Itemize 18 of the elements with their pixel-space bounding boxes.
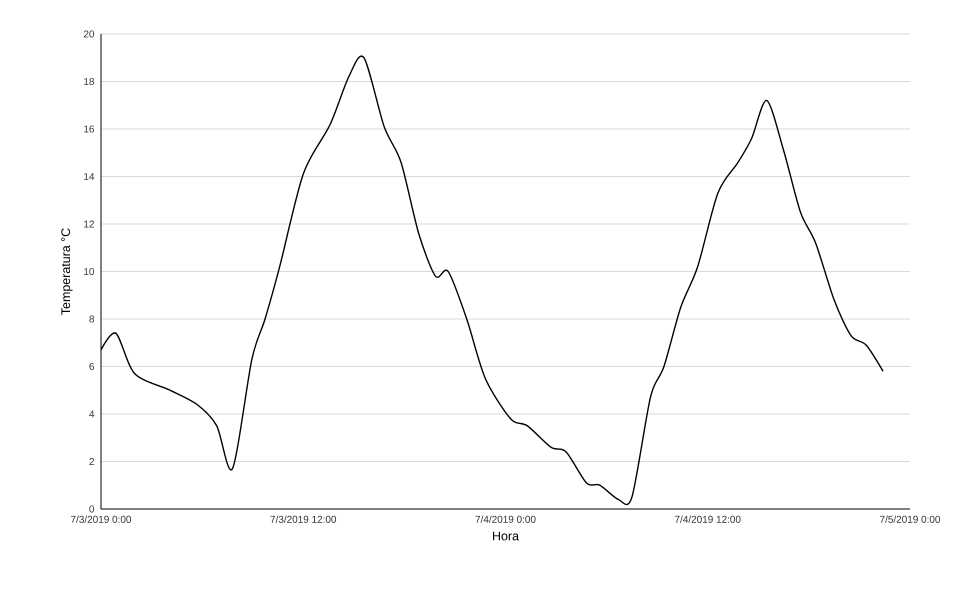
y-tick-label: 12	[84, 220, 94, 228]
y-tick-label: 20	[84, 30, 94, 38]
x-tick-label: 7/3/2019 0:00	[71, 516, 132, 523]
x-tick-label: 7/3/2019 12:00	[270, 516, 336, 523]
y-tick-label: 16	[84, 125, 94, 133]
x-axis-title: Hora	[493, 532, 520, 540]
y-tick-label: 0	[89, 505, 94, 513]
y-tick-label: 18	[84, 78, 94, 86]
x-tick-label: 7/5/2019 0:00	[880, 516, 940, 523]
y-axis-title: Temperatura °C	[61, 228, 73, 315]
y-tick-label: 2	[89, 458, 94, 465]
y-tick-label: 8	[89, 315, 94, 323]
y-tick-label: 14	[84, 173, 94, 180]
y-tick-label: 6	[89, 362, 94, 370]
x-tick-label: 7/4/2019 12:00	[675, 516, 741, 523]
y-tick-label: 10	[84, 268, 94, 276]
y-tick-label: 4	[89, 410, 94, 418]
x-tick-label: 7/4/2019 0:00	[476, 516, 536, 523]
